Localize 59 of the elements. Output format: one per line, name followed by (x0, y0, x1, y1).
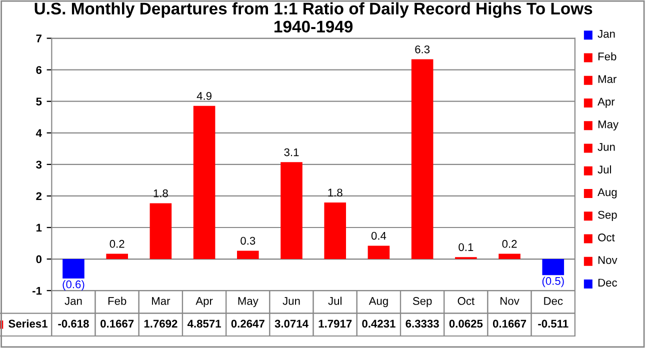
y-tick-label: 3 (36, 160, 42, 169)
annotation: (0.5) (542, 276, 564, 288)
data-label: 3.0714 (274, 320, 308, 328)
annotation: (0.6) (62, 280, 84, 290)
category-label: Jan (598, 30, 615, 38)
x-tick-label: Aug (368, 297, 388, 308)
annotation: 6.3 (415, 45, 430, 54)
annotation: 0.2 (502, 240, 517, 248)
category-label: Mar (598, 75, 616, 84)
legend-label: Series1 (8, 319, 48, 328)
category-label: Nov (598, 256, 618, 264)
category-label: May (598, 120, 619, 130)
y-tick-label: 6 (36, 66, 42, 74)
x-tick-label: Mar (152, 297, 170, 305)
y-tick-label: 7 (36, 34, 42, 42)
data-label: 1.7692 (144, 320, 178, 328)
y-tick-label: -1 (32, 286, 42, 295)
annotation: 0.4 (371, 232, 386, 240)
x-tick-label: Feb (108, 296, 126, 305)
data-label: -0.618 (58, 320, 89, 328)
data-label: 1.7917 (318, 320, 352, 328)
y-tick-label: 4 (36, 129, 42, 137)
category-label: Jul (598, 165, 612, 174)
data-label: 0.4231 (362, 320, 396, 328)
annotation: 0.2 (110, 240, 124, 248)
category-label: Sep (598, 210, 617, 221)
annotation: 4.9 (196, 92, 212, 100)
y-tick-label: 2 (36, 192, 42, 200)
data-label: 0.1667 (100, 320, 134, 328)
x-tick-label: Oct (458, 297, 474, 305)
category-label: Aug (598, 188, 617, 198)
x-tick-label: Jul (328, 296, 342, 305)
annotation: 0.1 (458, 243, 474, 252)
x-tick-label: Nov (500, 297, 520, 305)
annotation: 1.8 (154, 189, 168, 198)
annotation: 0.3 (240, 236, 256, 245)
data-label: 4.8571 (187, 320, 221, 328)
x-tick-label: Apr (196, 297, 213, 308)
category-label: Oct (598, 233, 615, 242)
x-tick-label: Jan (64, 297, 82, 305)
data-label: 0.1667 (492, 320, 526, 328)
category-label: Feb (598, 52, 616, 60)
x-tick-label: Dec (544, 297, 563, 305)
category-label: Dec (598, 278, 618, 287)
category-label: Apr (598, 98, 615, 108)
y-tick-label: 0 (36, 255, 42, 264)
data-label: 0.0625 (449, 320, 483, 328)
x-tick-label: Sep (412, 297, 432, 308)
y-tick-label: 1 (36, 224, 42, 232)
data-label: 6.3333 (406, 320, 439, 328)
x-tick-label: Jun (282, 297, 300, 305)
annotation: 3.1 (284, 148, 299, 156)
y-tick-label: 5 (36, 98, 42, 106)
annotation: 1.8 (328, 188, 342, 197)
category-label: Jun (598, 143, 615, 151)
chart-title: U.S. Monthly Departures from 1:1 Ratio of Daily Record Highs To Lows 1940-1949 (34, 2, 592, 33)
data-label: -0.511 (538, 320, 568, 328)
data-label: 0.2647 (231, 320, 264, 328)
x-tick-label: May (238, 297, 258, 308)
